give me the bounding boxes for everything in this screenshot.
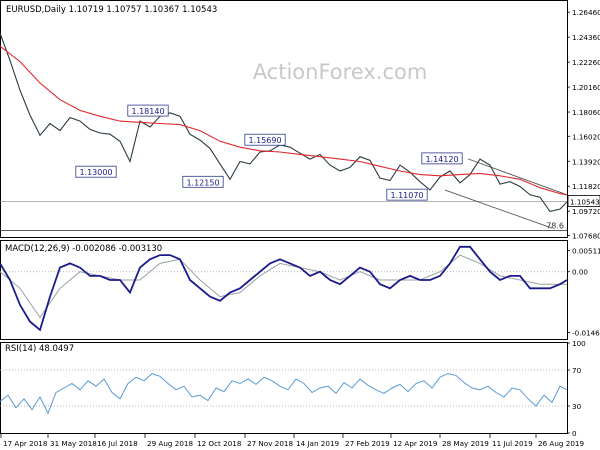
macd-y-tick-label: 0.00	[572, 268, 588, 277]
swing-label-text: 1.13000	[79, 168, 112, 177]
macd-y-tick-label: -0.014647	[572, 329, 600, 338]
swing-label-box	[421, 152, 463, 165]
price-y-tick-label: 1.09720	[572, 207, 600, 216]
price-series-line	[0, 32, 568, 213]
fib-label: 78.6	[546, 221, 564, 230]
x-axis-tick-label: 31 May 2018	[50, 439, 97, 448]
swing-label: 1.12150	[182, 175, 224, 188]
price-y-tick-label: 1.16020	[572, 132, 600, 141]
price-y-tick-label: 1.07680	[572, 231, 600, 240]
macd-title: MACD(12,26,9) -0.002086 -0.003130	[5, 244, 162, 254]
rsi-y-tick-label: 0	[572, 429, 577, 438]
x-axis-tick-label: 27 Feb 2019	[345, 439, 390, 448]
swing-label-box	[182, 175, 224, 188]
swing-label-box	[244, 133, 286, 146]
x-axis-tick-label: 26 Aug 2019	[538, 439, 584, 448]
price-y-tick-label: 1.13920	[572, 157, 600, 166]
x-axis-tick-label: 16 Jul 2018	[97, 439, 138, 448]
swing-label-box	[75, 165, 117, 178]
swing-label-text: 1.14120	[425, 155, 458, 164]
swing-label: 1.15690	[244, 133, 286, 146]
swing-label-text: 1.11070	[390, 191, 423, 200]
rsi-line	[0, 373, 568, 415]
x-axis-tick-label: 12 Oct 2018	[197, 439, 242, 448]
x-axis-tick-label: 14 Jan 2019	[296, 439, 340, 448]
channel-line-1	[467, 158, 568, 196]
rsi-y-tick-label: 100	[572, 339, 586, 348]
macd-panel-frame	[0, 240, 568, 340]
swing-label: 1.18140	[127, 104, 169, 117]
rsi-panel-frame	[0, 342, 568, 434]
swing-label-text: 1.15690	[248, 136, 281, 145]
last-price-tag: 1.10543	[567, 195, 600, 207]
rsi-y-tick-label: 30	[572, 402, 582, 411]
last-price-tag-label: 1.10543	[570, 197, 600, 206]
swing-label: 1.14120	[421, 152, 463, 165]
price-y-tick-label: 1.26460	[572, 8, 600, 17]
price-y-tick-label: 1.18060	[572, 108, 600, 117]
price-y-tick-label: 1.22260	[572, 58, 600, 67]
macd-line	[0, 245, 568, 332]
swing-label-text: 1.12150	[186, 178, 219, 187]
rsi-title: RSI(14) 48.0497	[5, 344, 74, 354]
last-price-tag-box	[567, 195, 600, 207]
price-y-tick-label: 1.20160	[572, 83, 600, 92]
price-y-tick-label: 1.24360	[572, 33, 600, 42]
macd-y-tick-label: 0.005114	[572, 246, 600, 255]
x-axis-tick-label: 27 Nov 2018	[247, 439, 293, 448]
x-axis-tick-label: 17 Apr 2018	[3, 439, 48, 448]
price-y-tick-label: 1.11820	[572, 182, 600, 191]
watermark: ActionForex.com	[253, 60, 428, 84]
x-axis-tick-label: 12 Apr 2019	[393, 439, 438, 448]
price-panel-frame	[0, 0, 568, 238]
price-title: EURUSD,Daily 1.10719 1.10757 1.10367 1.1…	[6, 5, 217, 15]
x-axis-tick-label: 11 Jul 2019	[492, 439, 533, 448]
channel-line-2	[444, 189, 553, 229]
x-axis-tick-label: 29 Aug 2018	[147, 439, 193, 448]
moving-average-line	[0, 45, 568, 196]
swing-label: 1.11070	[386, 188, 428, 201]
swing-label-box	[386, 188, 428, 201]
rsi-y-tick-label: 70	[572, 366, 582, 375]
swing-label-text: 1.18140	[131, 107, 164, 116]
swing-label: 1.13000	[75, 165, 117, 178]
swing-label-box	[127, 104, 169, 117]
x-axis-tick-label: 28 May 2019	[442, 439, 489, 448]
